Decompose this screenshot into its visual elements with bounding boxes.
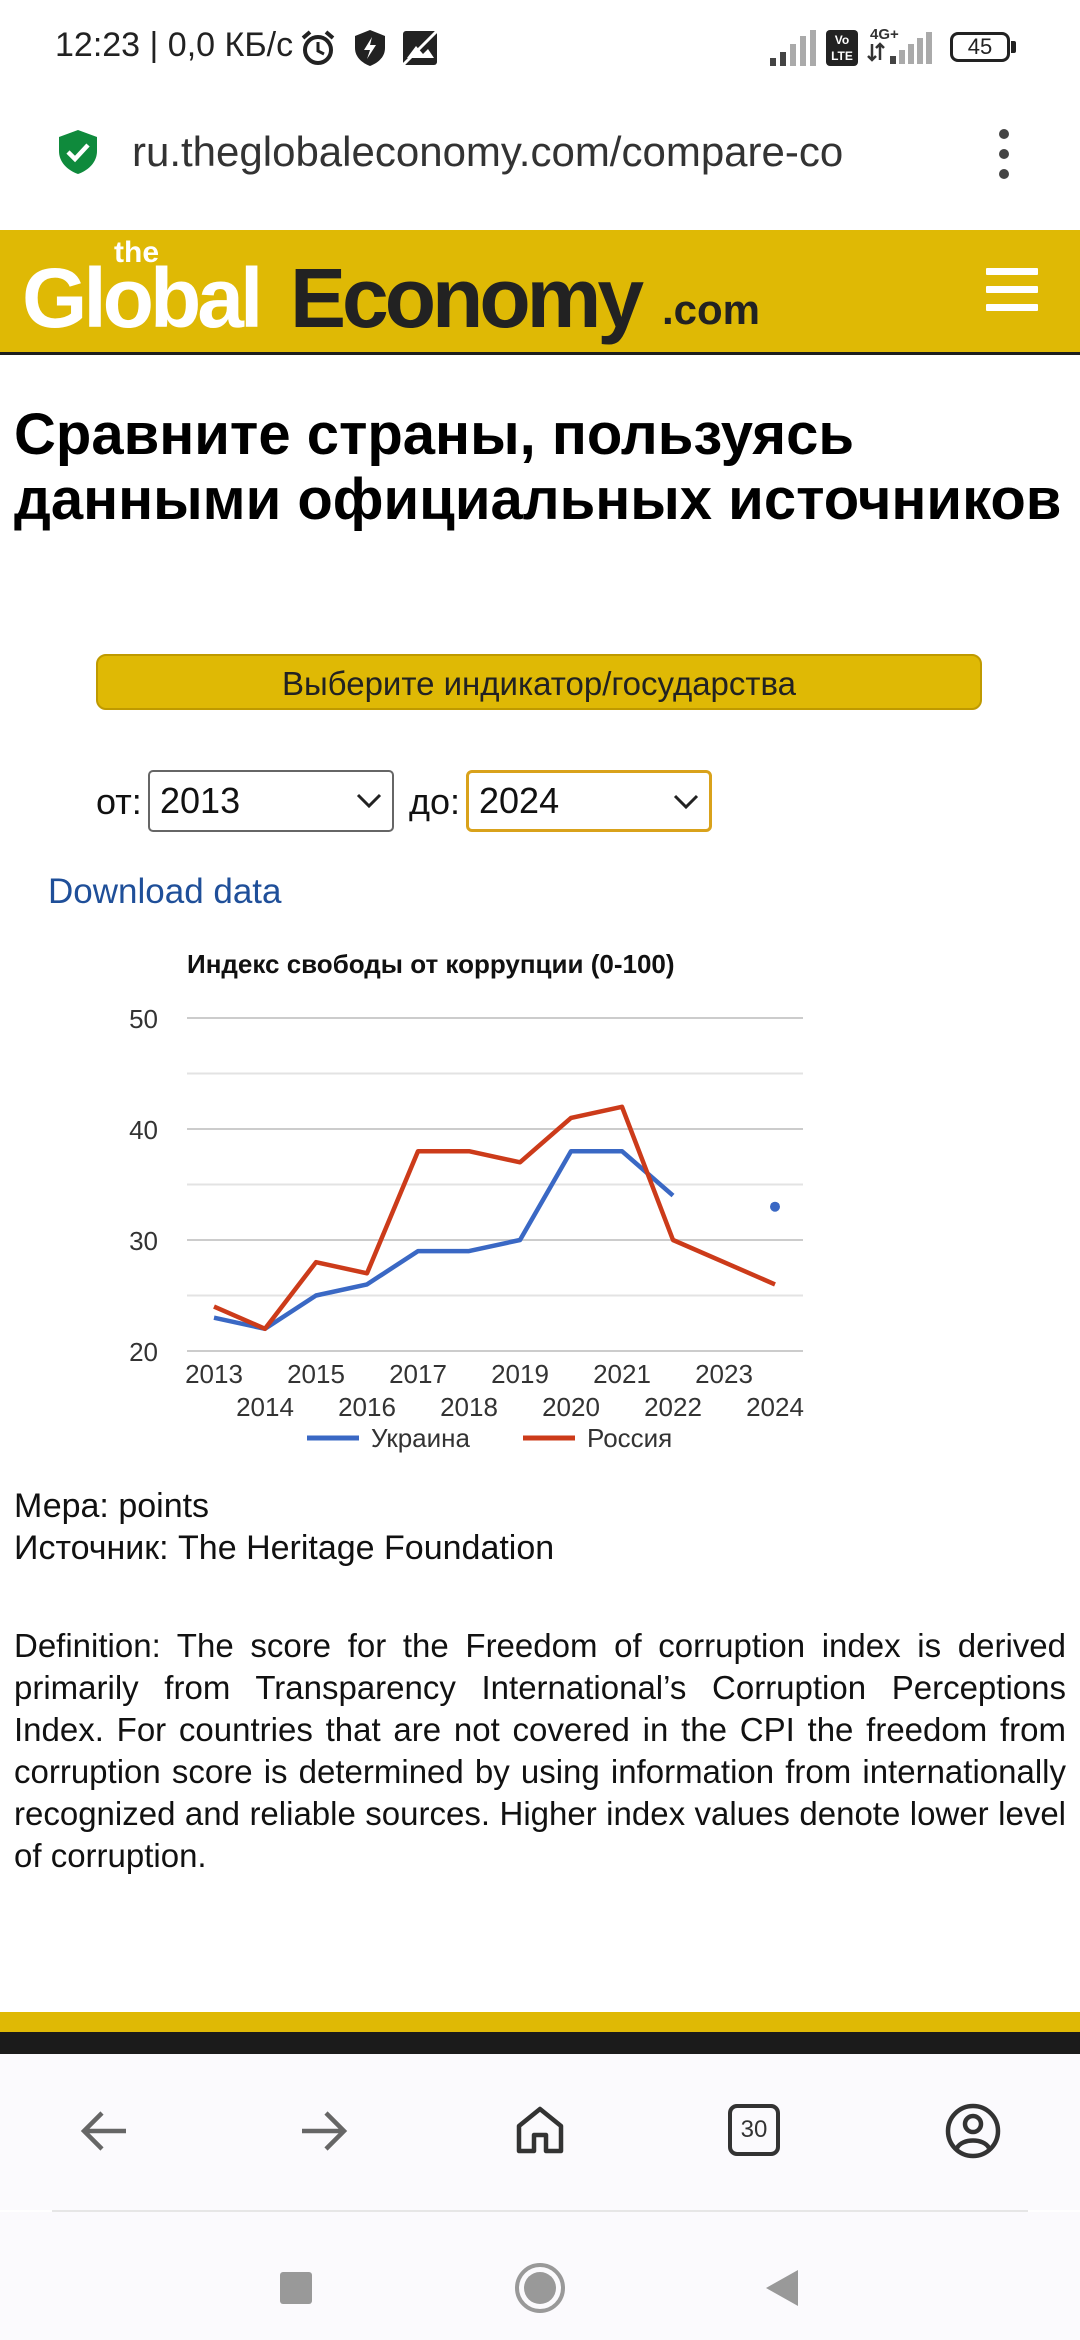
tabs-button[interactable]: 30 — [728, 2104, 780, 2156]
battery-tip — [1011, 41, 1016, 53]
corruption-index-chart: Индекс свободы от коррупции (0-100) 20 30… — [129, 949, 804, 1453]
more-vert-icon[interactable] — [992, 128, 1016, 180]
logo-com: .com — [662, 286, 761, 333]
signal-icon — [867, 32, 932, 64]
y-tick-label: 40 — [129, 1115, 158, 1145]
logo-global: Global — [22, 251, 263, 345]
source-text: Источник: The Heritage Foundation — [14, 1529, 555, 1567]
definition-text: Definition: The score for the Freedom of… — [14, 1627, 1066, 1874]
chevron-down-icon — [673, 794, 699, 810]
from-year-value: 2013 — [160, 780, 241, 821]
status-time: 12:23 | 0,0 КБ/с — [55, 26, 294, 64]
menu-line — [986, 286, 1038, 293]
x-tick-label: 2024 — [746, 1392, 804, 1422]
image-icon — [401, 29, 439, 67]
measure-text: Мера: points — [14, 1487, 210, 1525]
forward-arrow-icon[interactable] — [298, 2108, 348, 2154]
shield-icon — [355, 30, 385, 66]
alarm-icon — [301, 30, 335, 65]
menu-line — [986, 304, 1038, 311]
y-tick-label: 50 — [129, 1004, 158, 1034]
url-bar — [0, 96, 1080, 230]
x-tick-label: 2019 — [491, 1359, 549, 1389]
x-tick-label: 2017 — [389, 1359, 447, 1389]
y-tick-label: 30 — [129, 1226, 158, 1256]
x-tick-label: 2016 — [338, 1392, 396, 1422]
x-tick-label: 2023 — [695, 1359, 753, 1389]
signal-icon — [770, 30, 816, 66]
series-line — [213, 1148, 675, 1332]
x-tick-label: 2020 — [542, 1392, 600, 1422]
nav-divider — [52, 2210, 1028, 2212]
site-header — [0, 230, 1080, 355]
from-year-select[interactable]: 2013 — [148, 770, 394, 832]
chart-title: Индекс свободы от коррупции (0-100) — [187, 949, 675, 979]
system-navigation — [0, 2212, 1080, 2340]
recent-apps-icon[interactable] — [280, 2272, 312, 2304]
y-axis-ticks: 20 30 40 50 — [129, 1004, 158, 1367]
account-icon[interactable] — [944, 2102, 1002, 2160]
logo-the: the — [114, 236, 159, 269]
to-year-select[interactable]: 2024 — [466, 770, 712, 832]
network-type: 4G+ — [870, 26, 899, 43]
hamburger-icon[interactable] — [986, 268, 1038, 312]
y-tick-label: 20 — [129, 1337, 158, 1367]
chart-legend: Украина Россия — [307, 1423, 672, 1453]
x-tick-label: 2013 — [185, 1359, 243, 1389]
to-year-value: 2024 — [479, 780, 560, 821]
back-triangle-icon[interactable] — [764, 2268, 800, 2308]
battery-icon: 45 — [950, 32, 1010, 62]
legend-label: Украина — [371, 1423, 471, 1453]
series-Россия — [213, 1104, 776, 1332]
home-circle-icon[interactable] — [514, 2262, 566, 2314]
x-tick-label: 2015 — [287, 1359, 345, 1389]
home-icon[interactable] — [514, 2104, 566, 2156]
browser-toolbar: 30 — [0, 2054, 1080, 2210]
x-tick-label: 2021 — [593, 1359, 651, 1389]
url-text[interactable]: ru.theglobaleconomy.com/compare-co — [132, 128, 844, 175]
chart-series — [213, 1104, 780, 1332]
footer-stripe — [0, 2012, 1080, 2032]
secure-shield-icon[interactable] — [56, 128, 100, 176]
back-arrow-icon[interactable] — [80, 2108, 130, 2154]
chevron-down-icon — [356, 793, 382, 809]
chart-grid — [187, 1017, 803, 1352]
series-Украина — [213, 1148, 780, 1332]
data-point — [770, 1201, 780, 1212]
to-label: до: — [409, 781, 461, 822]
menu-line — [986, 268, 1038, 275]
download-data-link[interactable]: Download data — [48, 872, 282, 911]
volte-badge: Vo LTE — [826, 30, 858, 66]
footer-bar — [0, 2032, 1080, 2054]
x-tick-label: 2018 — [440, 1392, 498, 1422]
status-bar: 12:23 | 0,0 КБ/с Vo LTE 4G+ 45 — [0, 0, 1080, 96]
series-line — [213, 1104, 776, 1332]
logo-economy: Economy — [290, 251, 644, 345]
tab-count: 30 — [740, 2116, 768, 2143]
x-tick-label: 2014 — [236, 1392, 294, 1422]
x-axis-ticks: 2013201420152016201720182019202020212022… — [185, 1359, 804, 1422]
legend-label: Россия — [587, 1423, 672, 1453]
from-label: от: — [96, 781, 142, 822]
select-indicator-button[interactable]: Выберите индикатор/государства — [96, 654, 982, 710]
x-tick-label: 2022 — [644, 1392, 702, 1422]
page-title: Сравните страны, пользуясь данными офици… — [14, 402, 1062, 532]
